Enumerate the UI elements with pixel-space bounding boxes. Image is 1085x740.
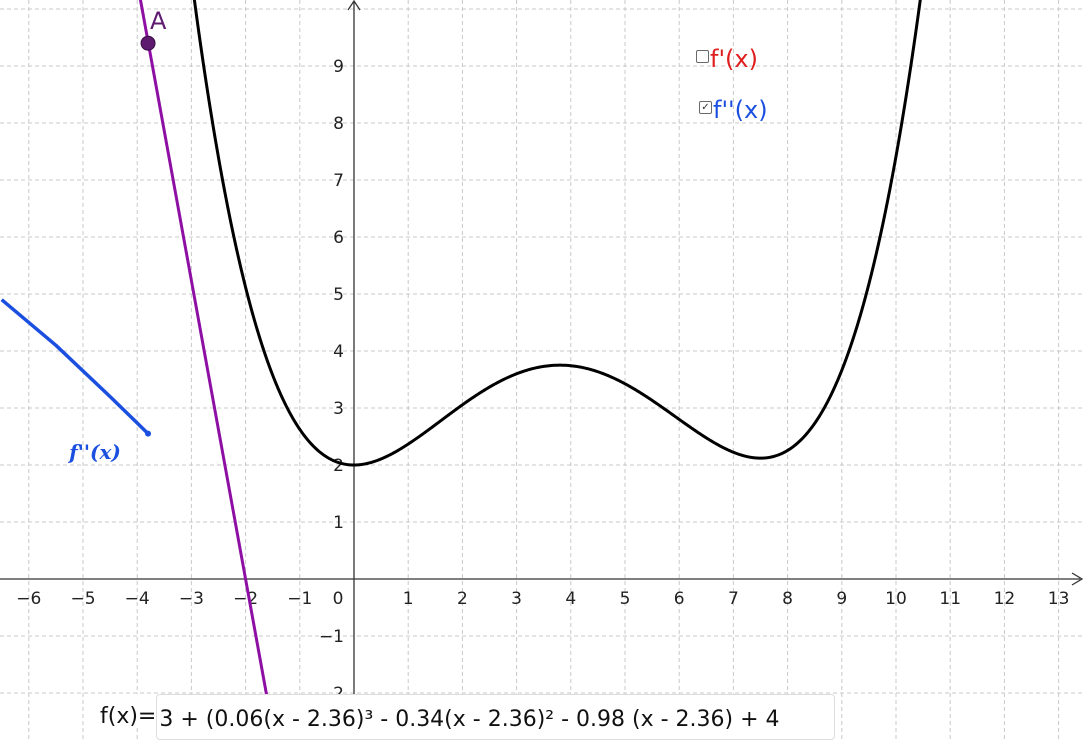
input-bar: f(x)= 3 + (0.06(x - 2.36)³ - 0.34(x - 2.… — [100, 694, 836, 740]
x-tick-label: −4 — [125, 589, 150, 609]
x-tick-label: 10 — [885, 589, 907, 609]
x-tick-label: 6 — [674, 589, 685, 609]
x-tick-label: 2 — [457, 589, 468, 609]
x-tick-label: −6 — [16, 589, 41, 609]
object-labels: Af''(x) — [67, 7, 167, 464]
f-double-prime-endpoint — [145, 430, 152, 437]
x-tick-label: 9 — [836, 589, 847, 609]
checkbox-box-checked[interactable]: ✓ — [699, 100, 712, 114]
x-tick-label: −3 — [179, 589, 204, 609]
point-a-label: A — [150, 7, 167, 35]
point-a — [140, 35, 156, 51]
f-double-prime-label: f''(x) — [67, 440, 121, 464]
x-tick-label: 5 — [620, 589, 631, 609]
y-axis-arrow — [347, 0, 361, 11]
x-tick-label: 8 — [782, 589, 793, 609]
x-tick-label: −5 — [70, 589, 95, 609]
checkbox-label-f-double-prime: f''(x) — [713, 96, 768, 124]
y-tick-label: 2 — [333, 456, 344, 476]
y-tick-label: 8 — [333, 114, 344, 134]
x-tick-label: 7 — [728, 589, 739, 609]
function-input-field[interactable]: 3 + (0.06(x - 2.36)³ - 0.34(x - 2.36)² -… — [156, 694, 836, 740]
x-tick-label: 0 — [333, 589, 344, 609]
input-bar-label: f(x)= — [100, 694, 157, 728]
checkbox-box-unchecked[interactable] — [696, 49, 709, 63]
x-tick-label: 4 — [565, 589, 576, 609]
y-tick-label: 4 — [333, 342, 344, 362]
x-tick-label: −2 — [233, 589, 258, 609]
y-tick-label: −1 — [319, 627, 344, 647]
x-tick-label: 1 — [403, 589, 414, 609]
x-axis-arrow — [1071, 572, 1084, 586]
f-double-prime-curve — [0, 298, 150, 435]
tick-labels: −6 −5 −4 −3 −2 −1 0 1 2 3 4 5 6 7 8 9 10 11 12 13−112345678… — [16, 57, 1069, 704]
x-tick-label: −1 — [287, 589, 312, 609]
y-tick-label: 5 — [333, 285, 344, 305]
y-tick-label: 9 — [333, 57, 344, 77]
x-tick-label: 11 — [939, 589, 961, 609]
x-tick-label: 12 — [994, 589, 1016, 609]
y-tick-label: 3 — [333, 399, 344, 419]
y-tick-label: 1 — [333, 513, 344, 533]
checkbox-label-f-prime: f'(x) — [710, 45, 758, 73]
y-tick-label: 6 — [333, 228, 344, 248]
checkbox-f-prime[interactable]: f'(x) — [696, 45, 758, 73]
y-tick-label: 7 — [333, 171, 344, 191]
checkbox-f-double-prime[interactable]: ✓ f''(x) — [699, 96, 768, 124]
x-tick-label: 13 — [1048, 589, 1070, 609]
f-curve — [192, 0, 922, 467]
x-tick-label: 3 — [511, 589, 522, 609]
curves — [0, 0, 922, 699]
tangent-line — [138, 0, 269, 699]
